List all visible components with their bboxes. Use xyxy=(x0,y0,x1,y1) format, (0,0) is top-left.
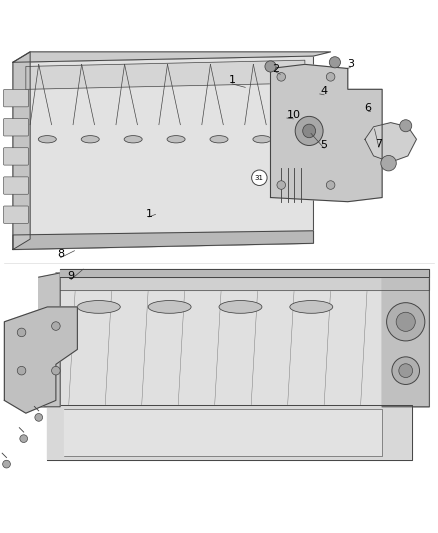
Ellipse shape xyxy=(124,135,142,143)
Circle shape xyxy=(17,366,26,375)
Circle shape xyxy=(52,322,60,330)
Circle shape xyxy=(329,56,340,68)
Ellipse shape xyxy=(81,135,99,143)
Text: 31: 31 xyxy=(255,175,264,181)
Text: 4: 4 xyxy=(321,86,328,96)
Circle shape xyxy=(326,72,335,81)
Ellipse shape xyxy=(253,135,271,143)
Circle shape xyxy=(20,435,28,442)
Text: 5: 5 xyxy=(321,140,328,150)
Text: 2: 2 xyxy=(272,63,279,74)
Circle shape xyxy=(52,366,60,375)
Polygon shape xyxy=(13,56,314,249)
Text: 1: 1 xyxy=(229,75,236,85)
FancyBboxPatch shape xyxy=(4,148,28,165)
Polygon shape xyxy=(13,52,331,62)
Circle shape xyxy=(399,364,413,377)
Text: 7: 7 xyxy=(375,139,382,149)
Text: 8: 8 xyxy=(57,249,64,259)
Ellipse shape xyxy=(219,301,262,313)
Circle shape xyxy=(17,328,26,337)
Circle shape xyxy=(326,181,335,189)
FancyBboxPatch shape xyxy=(4,90,28,107)
Circle shape xyxy=(3,461,11,468)
Circle shape xyxy=(387,303,425,341)
Ellipse shape xyxy=(303,124,315,138)
Ellipse shape xyxy=(290,301,333,313)
Polygon shape xyxy=(365,123,417,162)
Ellipse shape xyxy=(148,301,191,313)
FancyBboxPatch shape xyxy=(4,177,28,194)
Text: 10: 10 xyxy=(286,110,300,120)
Polygon shape xyxy=(39,273,429,407)
Polygon shape xyxy=(13,52,30,249)
Polygon shape xyxy=(60,277,429,290)
Text: 6: 6 xyxy=(364,103,371,113)
Text: 3: 3 xyxy=(347,59,354,69)
Polygon shape xyxy=(271,64,382,201)
FancyBboxPatch shape xyxy=(4,119,28,136)
Polygon shape xyxy=(26,60,305,90)
FancyBboxPatch shape xyxy=(4,206,28,223)
Circle shape xyxy=(251,170,267,185)
Polygon shape xyxy=(64,409,382,456)
Circle shape xyxy=(35,414,42,421)
Circle shape xyxy=(277,181,286,189)
Ellipse shape xyxy=(38,135,57,143)
Circle shape xyxy=(381,156,396,171)
Circle shape xyxy=(265,61,276,72)
Polygon shape xyxy=(47,405,412,460)
Circle shape xyxy=(400,120,412,132)
Polygon shape xyxy=(60,269,429,277)
Ellipse shape xyxy=(210,135,228,143)
Circle shape xyxy=(392,357,420,384)
Polygon shape xyxy=(4,307,78,413)
Polygon shape xyxy=(13,231,314,249)
Polygon shape xyxy=(382,273,429,407)
Circle shape xyxy=(277,72,286,81)
Ellipse shape xyxy=(78,301,120,313)
Circle shape xyxy=(396,312,415,332)
Polygon shape xyxy=(39,273,60,407)
Ellipse shape xyxy=(295,116,323,146)
Text: 9: 9 xyxy=(67,271,74,281)
Ellipse shape xyxy=(167,135,185,143)
Text: 1: 1 xyxy=(145,208,152,219)
